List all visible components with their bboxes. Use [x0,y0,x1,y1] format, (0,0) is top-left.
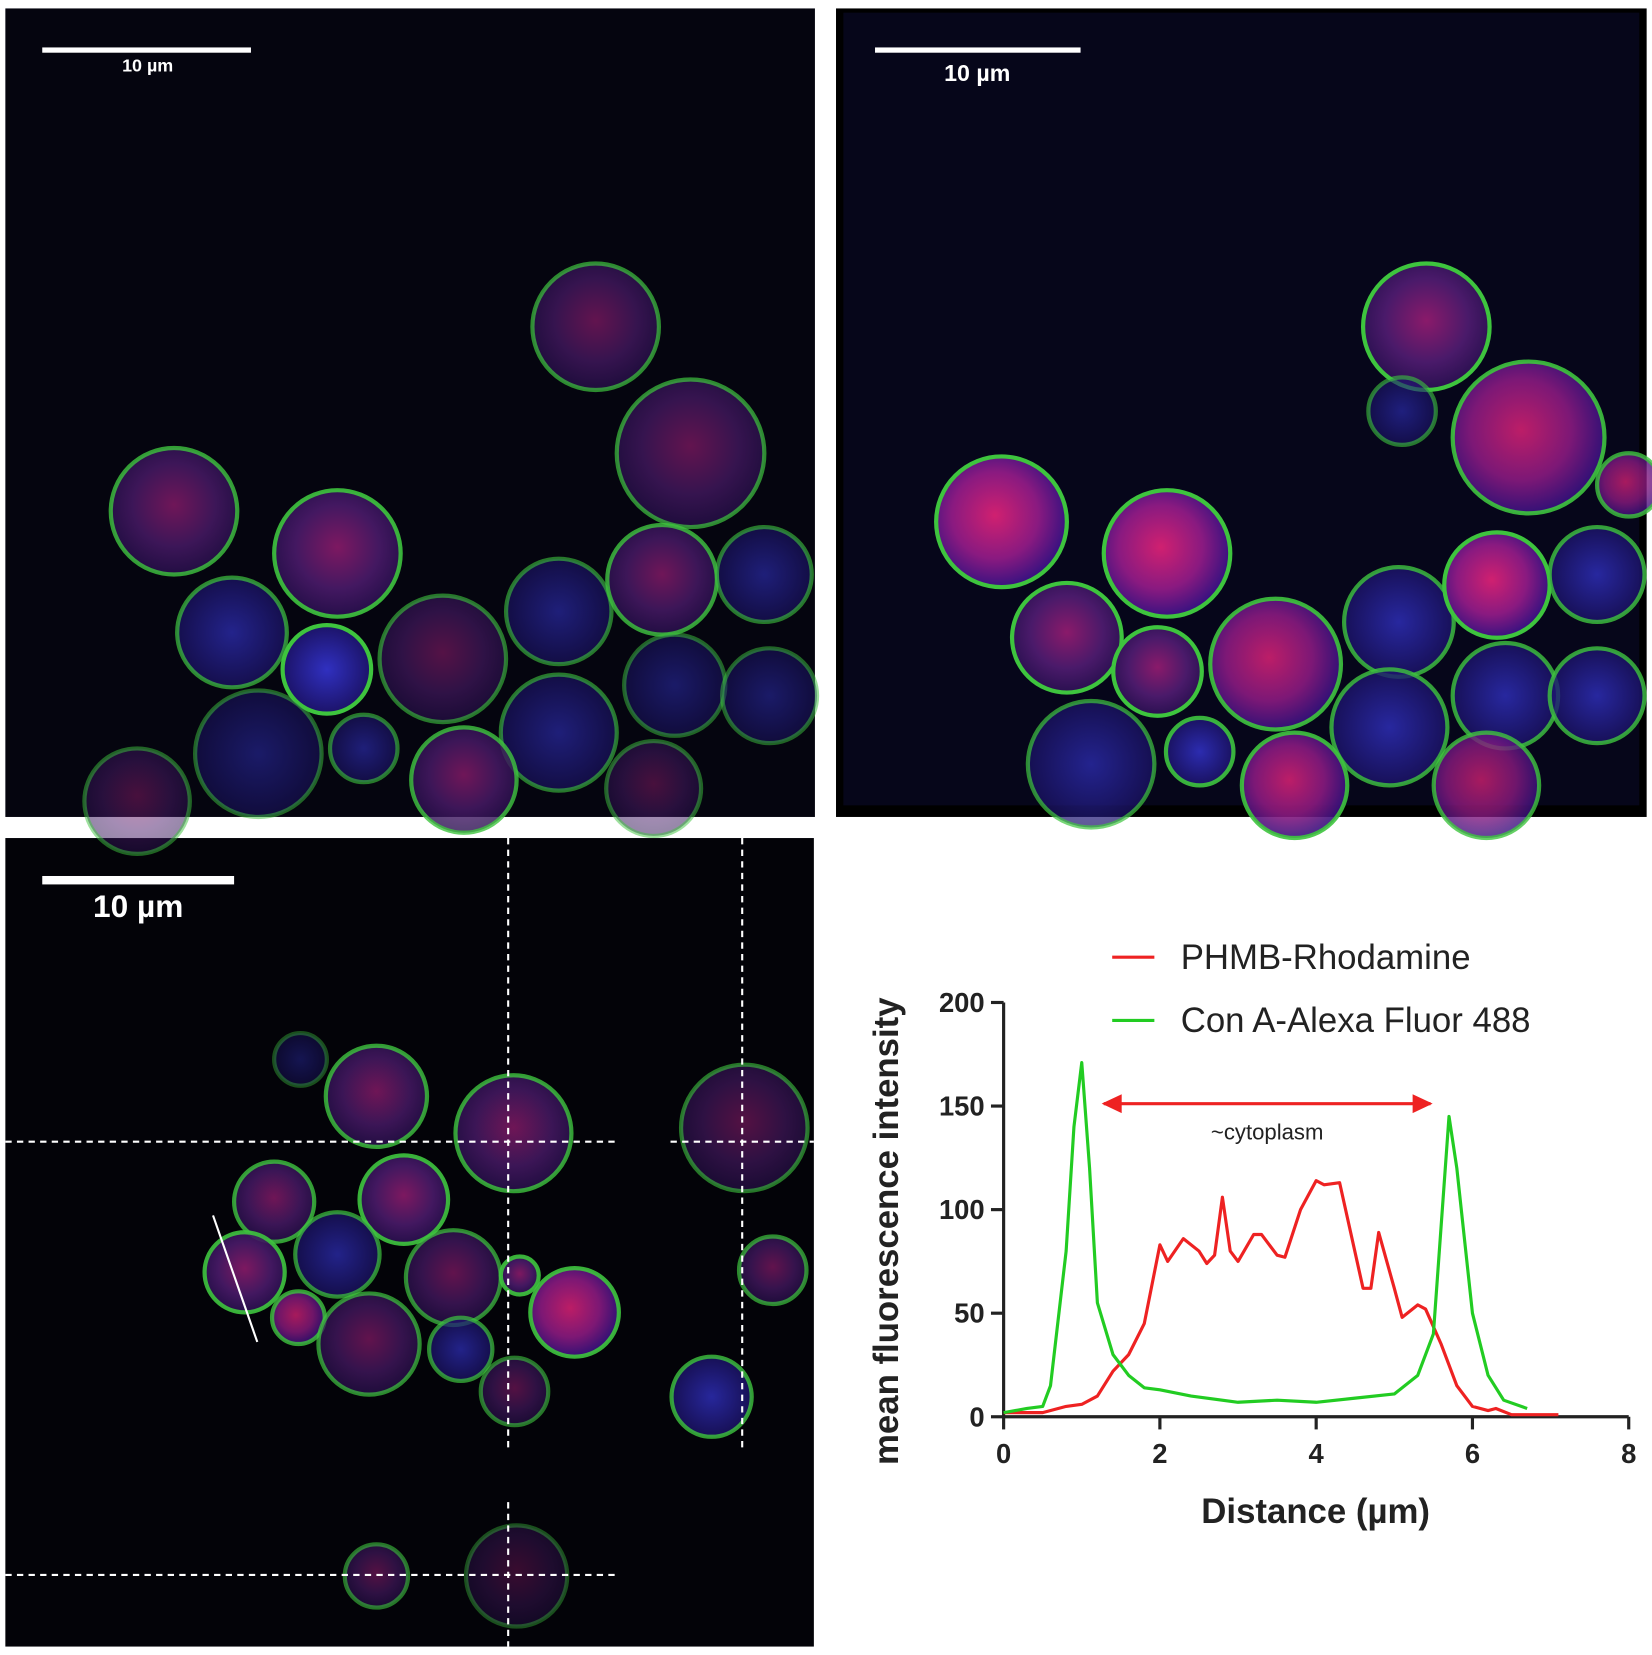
arrow-head [1101,1094,1122,1114]
cell [1208,596,1344,732]
series-line [1003,1060,1528,1415]
cell [82,746,192,856]
orthogonal-lines [5,838,814,1647]
cell [272,488,403,619]
cell [1360,261,1492,393]
cell [1366,375,1438,447]
cell [498,1254,541,1297]
cell [269,1289,327,1347]
cell [409,725,519,835]
cell [1342,565,1456,679]
cell [272,1030,329,1088]
x-tick-label: 8 [1621,1438,1636,1469]
legend-label: Con A-Alexa Fluor 488 [1181,1002,1531,1040]
cell [669,1354,754,1439]
cell [1450,359,1607,516]
annotation: ~cytoplasm [1211,1120,1324,1145]
cell [528,1266,621,1359]
cell [377,593,509,725]
scale-bar [875,47,1081,53]
scale-bar-label: 10 µm [93,888,183,924]
y-tick-label: 150 [939,1091,985,1122]
cell [1025,698,1157,830]
cell [622,632,728,738]
cell [714,524,814,625]
cell [327,712,400,785]
scale-bar [42,47,251,53]
cell [498,672,619,793]
legend-label: PHMB-Rhodamine [1181,939,1471,977]
cell [530,261,662,393]
y-tick-label: 200 [939,987,985,1018]
cell [357,1153,451,1246]
cell [280,622,374,716]
cell [192,688,324,820]
x-tick-label: 6 [1465,1438,1480,1469]
cell [478,1355,551,1428]
y-axis-label: mean fluorescence intensity [868,997,906,1465]
profile-line [212,1215,259,1343]
cell [1547,524,1647,625]
cell [503,556,614,667]
cell [934,454,1069,590]
x-tick-label: 4 [1309,1438,1325,1469]
scale-bar-label: 10 µm [944,60,1010,86]
cell [1163,715,1236,788]
cell [1101,488,1233,619]
cell [678,1062,810,1194]
x-tick-label: 0 [996,1438,1011,1469]
arrow-head [1412,1094,1433,1114]
cell [605,522,720,637]
y-tick-label: 100 [939,1194,985,1225]
y-tick-label: 50 [954,1298,984,1329]
cell [1239,730,1350,841]
cell [736,1234,809,1307]
cell [427,1315,495,1384]
cell [1111,625,1204,718]
cell [1009,580,1124,695]
cell [323,1043,430,1150]
scale-bar-label: 10 µm [122,56,173,76]
cell [293,1210,382,1299]
cell [1547,646,1647,746]
cell [614,377,767,530]
cell [1431,730,1542,841]
scale-bar [42,875,235,885]
cell [231,1159,317,1244]
x-axis-label: Distance (µm) [1201,1493,1430,1531]
series-line [1003,1179,1559,1417]
cell [604,738,704,839]
cell [720,646,820,746]
cell [453,1073,574,1194]
cell [1329,667,1450,788]
cell [202,1230,287,1315]
cell [1442,530,1552,640]
cell [403,1228,503,1328]
cell [1450,640,1561,751]
cell [1595,451,1652,519]
cell [108,445,240,577]
x-tick-label: 2 [1152,1438,1167,1469]
cell [175,575,289,690]
cell [316,1291,422,1397]
y-tick-label: 0 [969,1401,984,1432]
